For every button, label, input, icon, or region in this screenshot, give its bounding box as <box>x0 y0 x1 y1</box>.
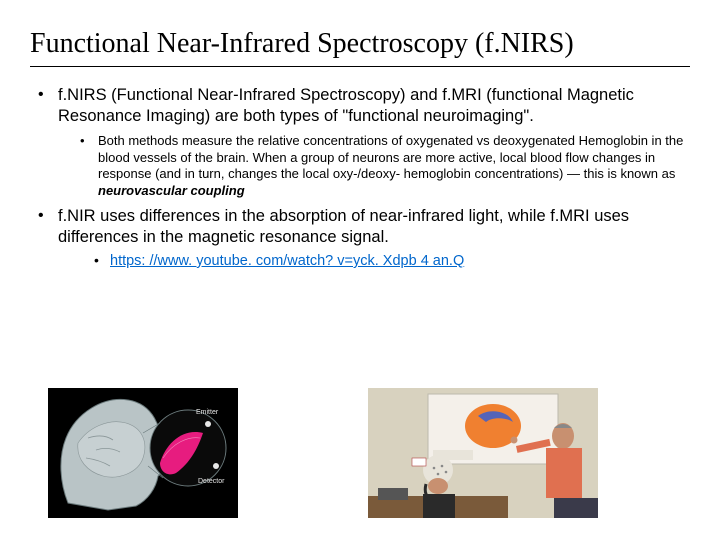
cap-dot-1 <box>433 467 436 470</box>
slide: Functional Near-Infrared Spectroscopy (f… <box>0 0 720 540</box>
bullet-2: f.NIR uses differences in the absorption… <box>30 206 690 271</box>
cap-dot-2 <box>441 465 444 468</box>
emitter-dot <box>205 421 211 427</box>
classroom-photo-image <box>368 388 598 518</box>
cap-dot-3 <box>437 473 440 476</box>
youtube-link[interactable]: https: //www. youtube. com/watch? v=yck.… <box>110 253 464 269</box>
bullet-2-link-item: https: //www. youtube. com/watch? v=yck.… <box>58 252 690 271</box>
bullet-1: f.NIRS (Functional Near-Infrared Spectro… <box>30 85 690 200</box>
laptop <box>378 488 408 500</box>
image-row: Emitter Detector <box>48 388 598 518</box>
subject-shirt <box>423 494 455 518</box>
bullet-1-sub: Both methods measure the relative concen… <box>58 133 690 200</box>
bullet-2-text: f.NIR uses differences in the absorption… <box>58 207 629 246</box>
small-logo <box>412 458 426 466</box>
bullet-2-sublist: https: //www. youtube. com/watch? v=yck.… <box>58 252 690 271</box>
bullet-1-text: f.NIRS (Functional Near-Infrared Spectro… <box>58 86 634 125</box>
cap-dot-4 <box>445 471 448 474</box>
brain-diagram-image: Emitter Detector <box>48 388 238 518</box>
presenter-pants <box>554 498 598 518</box>
slide-title: Functional Near-Infrared Spectroscopy (f… <box>30 28 690 67</box>
detector-dot <box>213 463 219 469</box>
emitter-label: Emitter <box>196 409 219 416</box>
bullet-1-sub-text: Both methods measure the relative concen… <box>98 133 683 181</box>
bullet-1-sublist: Both methods measure the relative concen… <box>58 133 690 200</box>
bullet-1-sub-emph: neurovascular coupling <box>98 183 245 198</box>
presenter-hand <box>511 437 518 444</box>
presenter-shirt <box>546 448 582 498</box>
bullet-list: f.NIRS (Functional Near-Infrared Spectro… <box>30 85 690 270</box>
detector-label: Detector <box>198 478 225 485</box>
subject-face <box>428 478 448 494</box>
